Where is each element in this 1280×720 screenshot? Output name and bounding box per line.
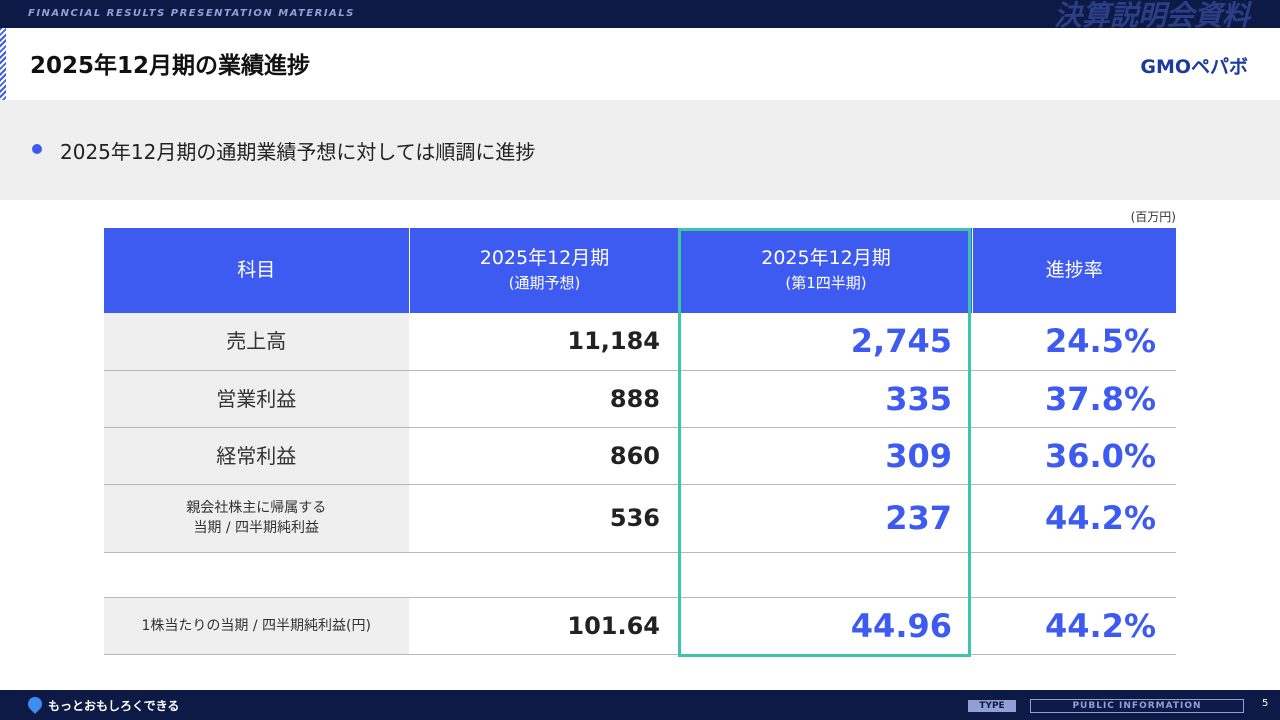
header-line: 2025年12月期	[761, 246, 891, 269]
top-bar	[0, 0, 1280, 28]
forecast-value: 860	[409, 427, 680, 485]
type-label: TYPE	[968, 700, 1016, 712]
row-label: 売上高	[104, 313, 410, 371]
footer-bar	[0, 690, 1280, 720]
q1-value: 309	[680, 427, 972, 485]
label-line: 経常利益	[216, 443, 297, 468]
slide-title: 2025年12月期の業績進捗	[30, 53, 311, 79]
header-line: (通期予想)	[508, 273, 581, 292]
data-row: 営業利益 888 335 37.8%	[104, 370, 1176, 428]
header-line: 科目	[237, 259, 276, 281]
progress-value: 44.2%	[972, 597, 1176, 655]
unit-label: (百万円)	[1130, 210, 1176, 224]
label-line: 親会社株主に帰属する	[186, 500, 327, 516]
data-row: 親会社株主に帰属する 当期 / 四半期純利益 536 237 44.2%	[104, 484, 1176, 553]
tagline: FINANCIAL RESULTS PRESENTATION MATERIALS	[28, 8, 355, 19]
progress-value: 24.5%	[972, 313, 1176, 371]
logo: GMOペパボ	[1140, 56, 1248, 78]
column-header: 2025年12月期 (第1四半期)	[680, 228, 973, 313]
label-line: 当期 / 四半期純利益	[193, 520, 320, 536]
row-label: 親会社株主に帰属する 当期 / 四半期純利益	[104, 484, 410, 553]
data-row: 経常利益 860 309 36.0%	[104, 427, 1176, 485]
forecast-value: 101.64	[409, 597, 680, 655]
column-header: 科目	[104, 228, 410, 313]
q1-value: 44.96	[680, 597, 972, 655]
label-line: 1株当たりの当期 / 四半期純利益(円)	[141, 617, 371, 634]
bullet-dot	[32, 144, 42, 154]
spacer-cell	[972, 552, 1176, 598]
results-table: 科目 2025年12月期 (通期予想) 2025年12月期 (第1四半期) 進捗率 売上高…	[104, 228, 1176, 655]
progress-value: 37.8%	[972, 370, 1176, 428]
badge: 決算説明会資料	[1053, 0, 1250, 32]
progress-value: 44.2%	[972, 484, 1176, 553]
header-row: 科目 2025年12月期 (通期予想) 2025年12月期 (第1四半期) 進捗率	[104, 228, 1176, 313]
spacer-cell	[104, 552, 410, 598]
label-line: 営業利益	[216, 386, 297, 411]
column-header: 2025年12月期 (通期予想)	[409, 228, 681, 313]
row-label: 1株当たりの当期 / 四半期純利益(円)	[104, 597, 410, 655]
spacer-cell	[680, 552, 972, 598]
header-line: (第1四半期)	[785, 273, 867, 292]
spacer-cell	[409, 552, 680, 598]
label-line: 売上高	[226, 329, 287, 354]
data-row: 1株当たりの当期 / 四半期純利益(円) 101.64 44.96 44.2%	[104, 597, 1176, 655]
spacer-row	[104, 552, 1176, 598]
table-body: 売上高 11,184 2,745 24.5% 営業利益 888 335 37.8% 経常利益 86…	[104, 313, 1176, 655]
accent-stripe	[0, 28, 6, 100]
forecast-value: 888	[409, 370, 680, 428]
forecast-value: 11,184	[409, 313, 680, 371]
header-line: 2025年12月期	[479, 246, 610, 269]
q1-value: 2,745	[680, 313, 972, 371]
slogan: もっとおもしろくできる	[48, 699, 180, 713]
progress-value: 36.0%	[972, 427, 1176, 485]
q1-value: 335	[680, 370, 972, 428]
column-header: 進捗率	[972, 228, 1176, 313]
forecast-value: 536	[409, 484, 680, 553]
row-label: 営業利益	[104, 370, 410, 428]
summary-band	[0, 100, 1280, 200]
data-row: 売上高 11,184 2,745 24.5%	[104, 313, 1176, 371]
page-number: 5	[1262, 698, 1269, 709]
row-label: 経常利益	[104, 427, 410, 485]
classification: PUBLIC INFORMATION	[1030, 699, 1244, 713]
q1-value: 237	[680, 484, 972, 553]
header-line: 進捗率	[1045, 259, 1103, 281]
summary-text: 2025年12月期の通期業績予想に対しては順調に進捗	[60, 140, 536, 164]
